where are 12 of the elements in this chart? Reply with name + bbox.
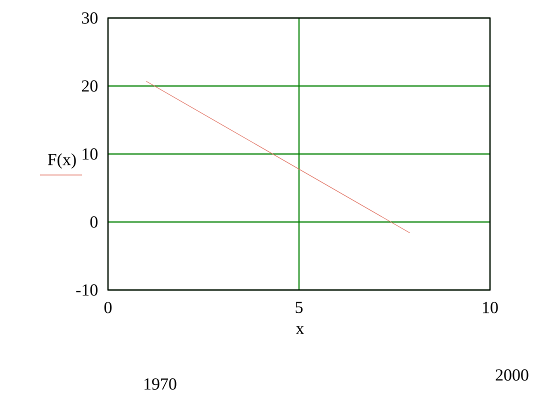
- x-tick-label: 10: [483, 302, 498, 314]
- y-tick-label: 30: [82, 12, 98, 24]
- y-tick-label: 0: [90, 216, 98, 228]
- y-tick-label: 20: [82, 80, 98, 92]
- text: 2000: [496, 369, 528, 381]
- x-tick-label: 5: [296, 302, 303, 314]
- y-tick-label: -10: [76, 284, 98, 296]
- text: 1970: [144, 378, 176, 390]
- x-axis-title: x: [296, 326, 304, 334]
- y-tick-label: 10: [82, 148, 98, 160]
- x-tick-label: 0: [104, 302, 112, 314]
- y-axis-title: F(x): [48, 153, 76, 169]
